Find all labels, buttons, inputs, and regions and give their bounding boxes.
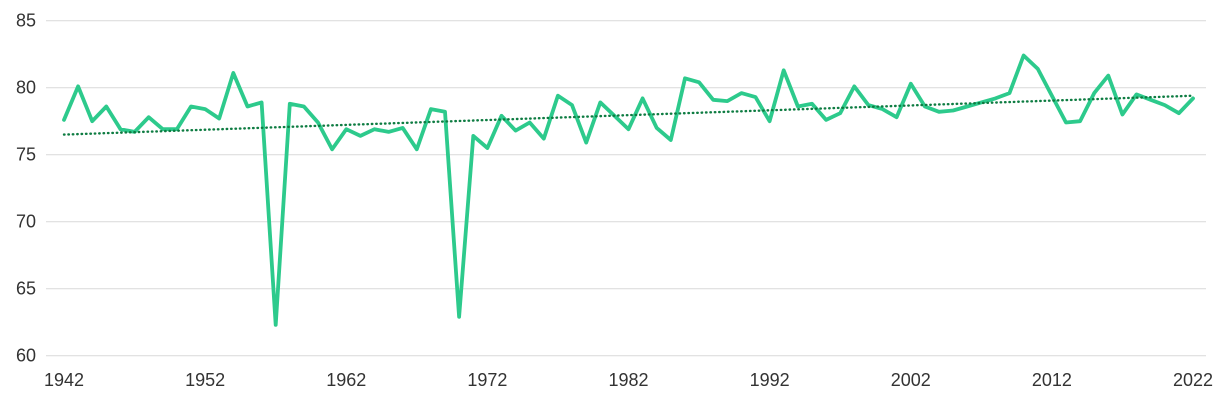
y-tick-label: 85 [16, 11, 36, 31]
x-tick-label: 1942 [44, 370, 84, 390]
x-tick-label: 2012 [1032, 370, 1072, 390]
x-tick-label: 1982 [608, 370, 648, 390]
y-tick-label: 75 [16, 145, 36, 165]
y-tick-label: 65 [16, 279, 36, 299]
x-tick-label: 1952 [185, 370, 225, 390]
data-series-line [62, 53, 1195, 327]
x-tick-label: 2002 [891, 370, 931, 390]
x-tick-label: 1992 [750, 370, 790, 390]
y-tick-label: 60 [16, 346, 36, 366]
y-tick-label: 80 [16, 78, 36, 98]
x-tick-label: 1972 [467, 370, 507, 390]
x-tick-label: 1962 [326, 370, 366, 390]
y-tick-label: 70 [16, 212, 36, 232]
x-tick-label: 2022 [1173, 370, 1213, 390]
trend-line [62, 94, 1195, 136]
